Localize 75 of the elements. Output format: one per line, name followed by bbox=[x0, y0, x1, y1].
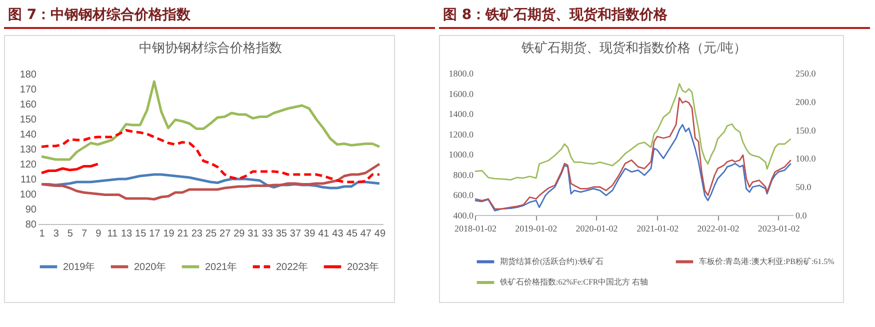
line-series bbox=[474, 97, 792, 210]
x-tick-label: 17 bbox=[149, 228, 161, 240]
x-tick-label: 7 bbox=[81, 228, 88, 240]
legend-label: 2020年 bbox=[134, 260, 166, 273]
x-tick-label: 23 bbox=[191, 228, 203, 240]
y2-tick-label: 0.0 bbox=[796, 210, 808, 220]
y2-tick-label: 150.0 bbox=[796, 125, 816, 136]
y-tick-label: 160 bbox=[20, 100, 37, 110]
legend-label: 2023年 bbox=[347, 260, 380, 273]
x-tick-label: 31 bbox=[248, 228, 260, 240]
legend-label: 车板价:青岛港:澳大利亚:PB粉矿:61.5% bbox=[699, 256, 835, 266]
chart-subtitle: 中钢协钢材综合价格指数 bbox=[139, 40, 282, 55]
x-tick-label: 2020-01-02 bbox=[576, 224, 618, 234]
x-tick-label: 29 bbox=[234, 228, 246, 240]
x-tick-label: 27 bbox=[220, 228, 232, 240]
y-tick-label: 80 bbox=[25, 220, 37, 230]
legend-label: 2019年 bbox=[63, 260, 96, 273]
x-tick-label: 25 bbox=[205, 228, 217, 240]
x-tick-label: 2023-01-02 bbox=[758, 224, 800, 234]
x-tick-label: 19 bbox=[163, 228, 175, 240]
y2-tick-label: 250.0 bbox=[796, 68, 816, 78]
x-tick-label: 33 bbox=[262, 228, 274, 240]
line-series bbox=[40, 162, 100, 174]
y-tick-label: 90 bbox=[25, 204, 37, 216]
x-tick-label: 21 bbox=[177, 228, 189, 240]
line-series bbox=[474, 124, 792, 212]
line-series bbox=[40, 162, 381, 200]
chart-title: 图 7：中钢钢材综合价格指数 bbox=[4, 4, 435, 29]
y-tick-label: 110 bbox=[20, 174, 37, 186]
line-series bbox=[40, 80, 381, 161]
y-tick-label: 150 bbox=[20, 114, 37, 126]
y-tick-label: 400.0 bbox=[453, 210, 474, 220]
y-tick-label: 140 bbox=[20, 130, 37, 140]
x-tick-label: 39 bbox=[304, 228, 316, 240]
y-tick-label: 100 bbox=[20, 190, 37, 200]
legend-label: 2021年 bbox=[205, 260, 238, 273]
x-tick-label: 13 bbox=[120, 228, 133, 240]
y-tick-label: 1000.0 bbox=[448, 150, 474, 160]
x-tick-label: 49 bbox=[374, 228, 386, 240]
x-tick-label: 9 bbox=[96, 228, 102, 240]
line-series bbox=[474, 83, 792, 180]
y-tick-label: 130 bbox=[20, 144, 37, 156]
legend-label: 期货结算价(活跃合约):铁矿石 bbox=[500, 256, 604, 266]
x-tick-label: 15 bbox=[135, 228, 147, 240]
y-tick-label: 180 bbox=[20, 70, 37, 80]
x-tick-label: 41 bbox=[318, 228, 330, 240]
x-tick-label: 2021-01-02 bbox=[636, 224, 679, 234]
x-tick-label: 11 bbox=[107, 228, 118, 240]
y-tick-label: 600.0 bbox=[453, 190, 474, 200]
y-tick-label: 170 bbox=[20, 84, 37, 96]
y-tick-label: 1400.0 bbox=[448, 109, 474, 120]
x-tick-label: 5 bbox=[67, 228, 74, 240]
x-tick-label: 2022-01-02 bbox=[697, 224, 740, 234]
x-tick-label: 35 bbox=[276, 228, 288, 240]
legend-label: 2022年 bbox=[276, 260, 308, 273]
x-tick-label: 2018-01-02 bbox=[454, 224, 496, 234]
y2-tick-label: 100.0 bbox=[796, 154, 816, 164]
x-tick-label: 2019-01-02 bbox=[515, 224, 558, 234]
y-tick-label: 800.0 bbox=[453, 170, 474, 180]
y-tick-label: 1600.0 bbox=[448, 88, 474, 99]
chart-subtitle: 铁矿石期货、现货和指数价格（元/吨） bbox=[520, 40, 746, 55]
x-tick-label: 1 bbox=[39, 228, 46, 240]
x-tick-label: 37 bbox=[290, 228, 302, 240]
x-tick-label: 3 bbox=[53, 228, 60, 240]
y-tick-label: 120 bbox=[20, 160, 37, 170]
y-tick-label: 1800.0 bbox=[448, 68, 474, 78]
legend-label: 铁矿石价格指数:62%Fe:CFR中国北方 右轴 bbox=[499, 278, 648, 286]
line-series bbox=[40, 129, 381, 184]
y2-tick-label: 200.0 bbox=[796, 96, 816, 107]
x-tick-label: 43 bbox=[332, 228, 344, 240]
y2-tick-label: 50.0 bbox=[796, 182, 812, 192]
chart-title: 图 8：铁矿石期货、现货和指数价格 bbox=[439, 4, 870, 29]
y-tick-label: 1200.0 bbox=[448, 129, 474, 140]
x-tick-label: 47 bbox=[360, 228, 372, 240]
x-tick-label: 45 bbox=[346, 228, 358, 240]
